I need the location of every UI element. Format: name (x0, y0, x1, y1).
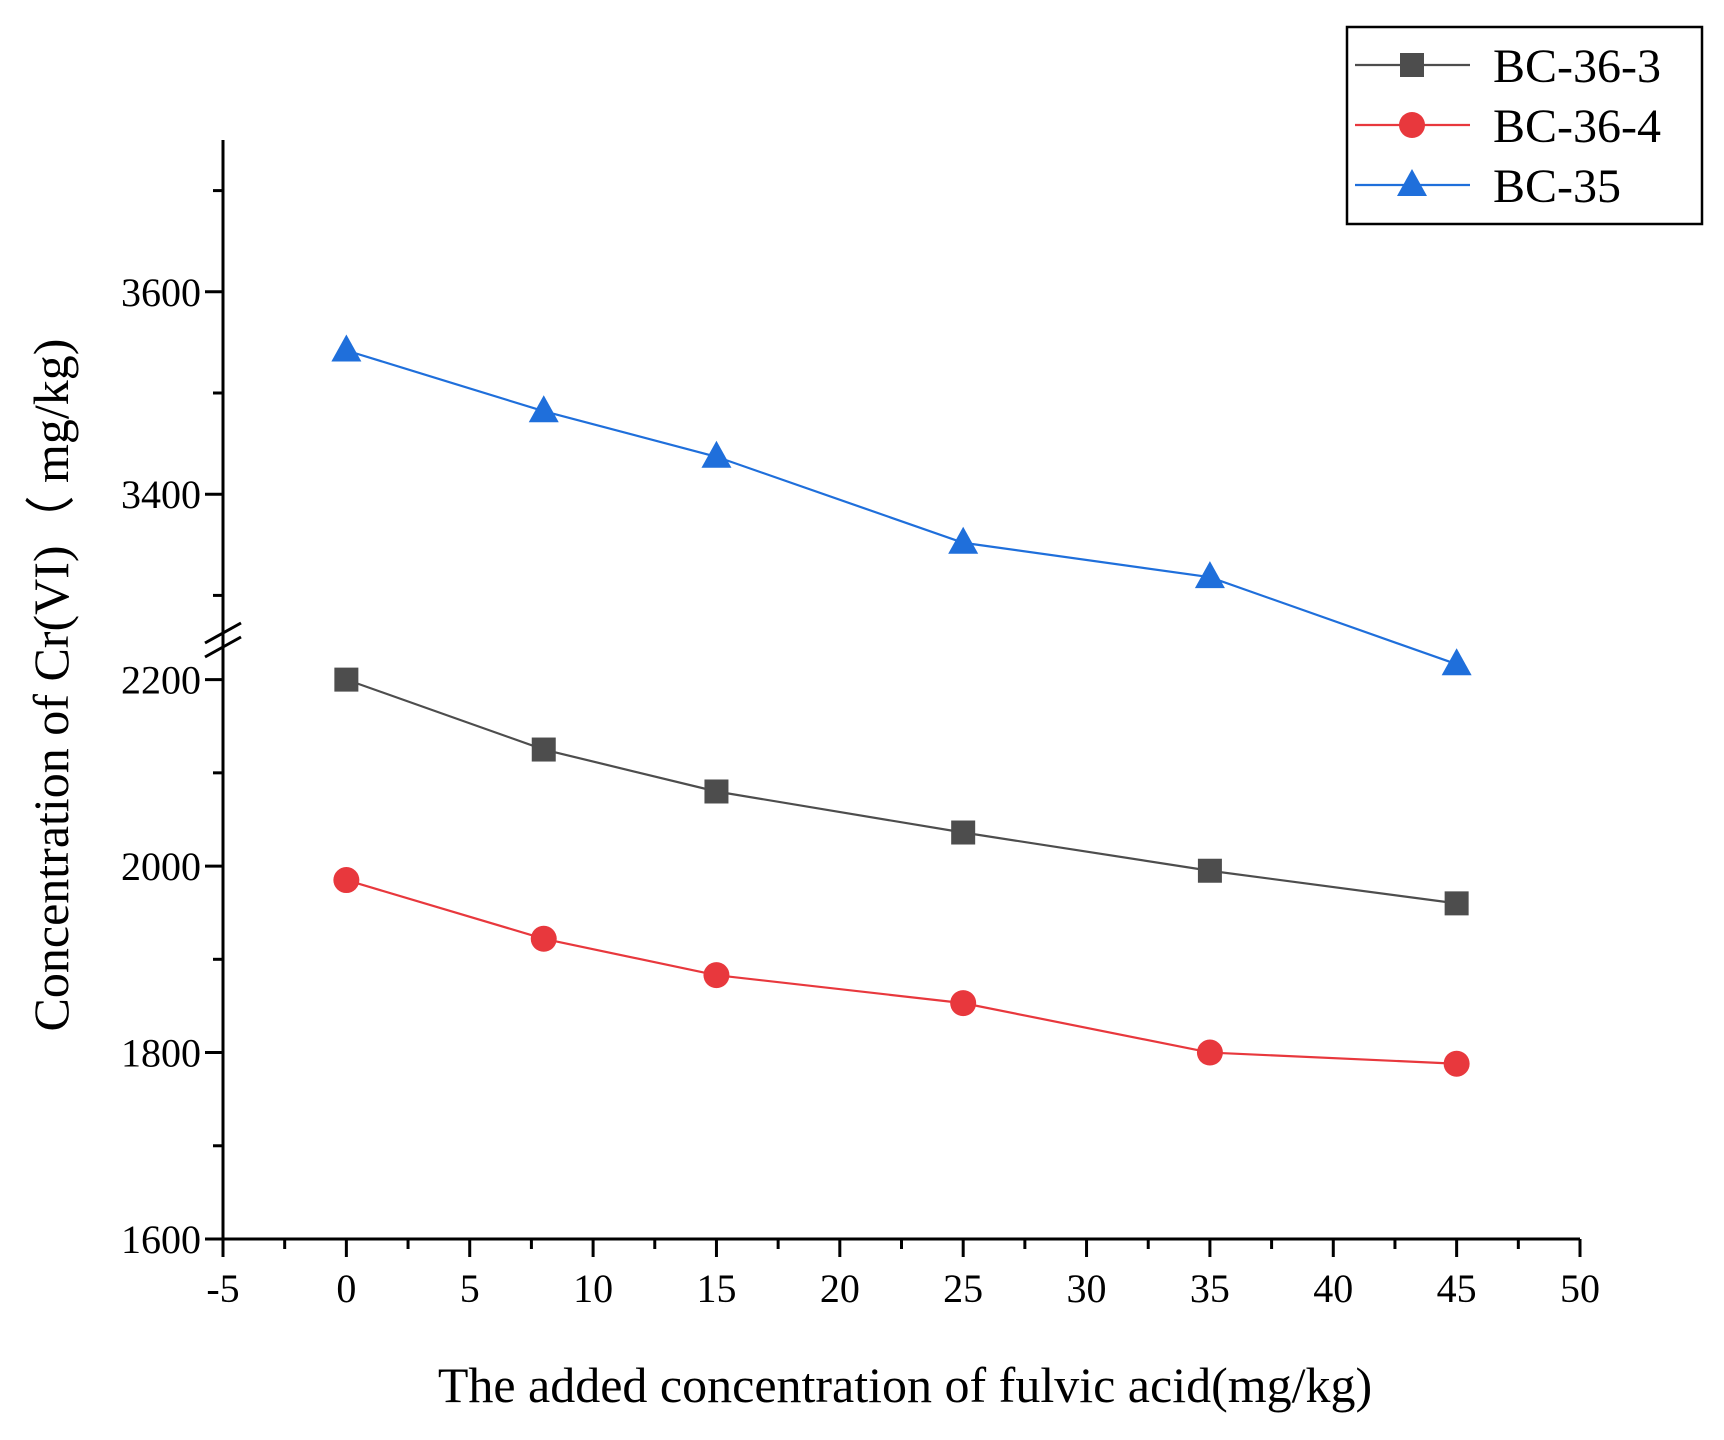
legend: BC-36-3 BC-36-4 BC-35 (1345, 25, 1704, 226)
y-tick-label: 1800 (121, 1031, 201, 1076)
axes: -5 0 5 10 15 20 25 30 35 40 45 50 1600 1800 2000 2200 34… (121, 140, 1600, 1311)
legend-item: BC-35 (1355, 160, 1621, 213)
data-point (530, 925, 557, 952)
x-tick-label: 50 (1560, 1266, 1600, 1311)
y-tick-label: 3600 (121, 270, 201, 315)
x-tick-label: 25 (943, 1266, 983, 1311)
series-line (346, 879, 1457, 1065)
data-point (701, 440, 732, 468)
legend-marker (1397, 169, 1427, 196)
series-layer (331, 334, 1472, 1077)
x-tick-label: 5 (460, 1266, 480, 1311)
data-point (948, 526, 979, 554)
legend-marker (1400, 53, 1424, 77)
series-bc-35 (331, 334, 1472, 676)
x-tick-label: 10 (573, 1266, 613, 1311)
legend-label: BC-35 (1493, 160, 1621, 213)
data-point (531, 737, 556, 762)
x-tick-label: 15 (696, 1266, 736, 1311)
data-point (951, 820, 976, 845)
data-point (334, 667, 359, 692)
data-point (331, 334, 362, 362)
y-axis-title: Concentration of Cr(VI)（ mg/kg) (23, 339, 79, 1032)
series-bc-36-3 (334, 667, 1469, 916)
data-point (1194, 561, 1225, 589)
data-point (704, 779, 729, 804)
data-point (1443, 1050, 1470, 1077)
y-axis-break-mark (204, 635, 242, 659)
data-point (1441, 648, 1472, 676)
legend-label: BC-36-4 (1493, 100, 1661, 153)
legend-label: BC-36-3 (1493, 40, 1661, 93)
x-tick-label: 45 (1437, 1266, 1477, 1311)
legend-item: BC-36-3 (1355, 40, 1661, 93)
data-point (950, 990, 977, 1017)
y-tick-label: 1600 (121, 1217, 201, 1262)
data-point (528, 395, 559, 423)
x-tick-label: 40 (1313, 1266, 1353, 1311)
data-point (703, 962, 730, 989)
x-tick-label: 35 (1190, 1266, 1230, 1311)
series-bc-36-4 (333, 867, 1470, 1077)
data-point (333, 867, 360, 894)
legend-item: BC-36-4 (1355, 100, 1661, 153)
y-tick-label: 3400 (121, 472, 201, 517)
x-tick-label: 30 (1067, 1266, 1107, 1311)
series-line (346, 349, 1458, 666)
series-line (345, 678, 1457, 905)
legend-marker (1399, 112, 1425, 138)
y-tick-label: 2000 (121, 844, 201, 889)
y-tick-label: 2200 (121, 658, 201, 703)
data-point (1196, 1039, 1223, 1066)
data-point (1197, 858, 1222, 883)
x-tick-label: -5 (206, 1266, 239, 1311)
y-axis-break-mark (204, 621, 242, 645)
data-point (1444, 891, 1469, 916)
x-axis-title: The added concentration of fulvic acid(m… (438, 1357, 1372, 1413)
x-tick-label: 0 (336, 1266, 356, 1311)
x-tick-label: 20 (820, 1266, 860, 1311)
